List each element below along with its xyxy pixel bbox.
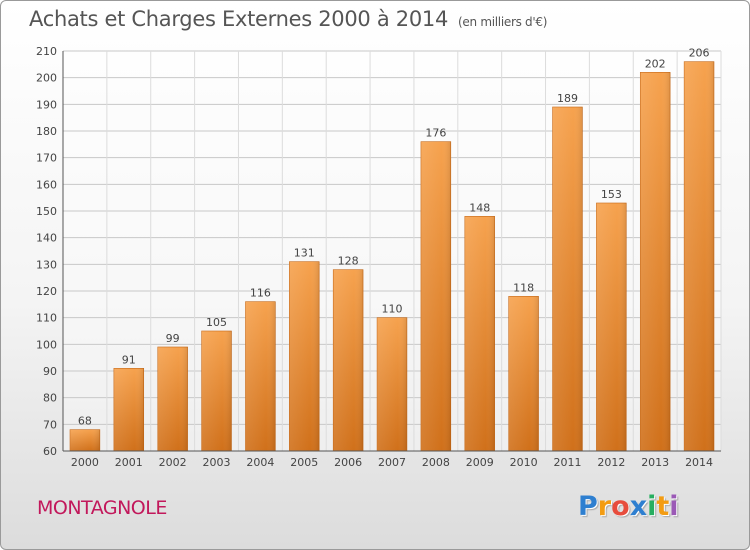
bar-value-label: 68: [78, 415, 92, 428]
logo-letter: P: [578, 491, 598, 522]
bar-shade: [640, 72, 671, 451]
logo-letter: t: [656, 491, 670, 522]
bar-value-label: 153: [601, 188, 622, 201]
bar-value-label: 110: [382, 303, 403, 316]
x-tick-label: 2005: [290, 456, 318, 469]
bar-value-label: 128: [338, 255, 359, 268]
logo-letter: o: [611, 491, 630, 522]
x-tick-label: 2003: [203, 456, 231, 469]
place-name: MONTAGNOLE: [37, 497, 167, 519]
y-tick-label: 170: [36, 152, 57, 165]
bar-value-label: 118: [513, 281, 534, 294]
bar-value-label: 91: [122, 353, 136, 366]
bar-shade: [157, 347, 188, 451]
chart-title-block: Achats et Charges Externes 2000 à 2014 (e…: [29, 7, 547, 31]
x-tick-label: 2009: [466, 456, 494, 469]
bar-shade: [684, 61, 714, 452]
bar-value-label: 189: [557, 92, 578, 105]
bar-shade: [113, 368, 144, 451]
bar-shade: [245, 301, 276, 451]
y-tick-label: 200: [36, 72, 57, 85]
bar-value-label: 202: [645, 57, 666, 70]
proxiti-logo: Proxiti: [578, 491, 679, 522]
bar-shade: [508, 296, 539, 451]
bar-shade: [464, 216, 495, 451]
y-tick-label: 210: [36, 45, 57, 58]
logo-letter: x: [629, 491, 648, 522]
bar-shade: [552, 107, 583, 451]
y-tick-label: 150: [36, 205, 57, 218]
x-tick-label: 2014: [685, 456, 713, 469]
logo-letter: i: [669, 491, 679, 522]
x-tick-label: 2008: [422, 456, 450, 469]
logo-letter: i: [647, 491, 657, 522]
chart-title: Achats et Charges Externes 2000 à 2014: [29, 7, 449, 31]
y-tick-label: 100: [36, 338, 57, 351]
y-tick-label: 160: [36, 178, 57, 191]
bar-shade: [596, 203, 627, 451]
y-tick-label: 180: [36, 125, 57, 138]
x-tick-label: 2006: [334, 456, 362, 469]
y-tick-label: 190: [36, 98, 57, 111]
bar-value-label: 148: [469, 201, 490, 214]
x-tick-label: 2012: [597, 456, 625, 469]
y-tick-label: 110: [36, 312, 57, 325]
bar-value-label: 116: [250, 287, 271, 300]
bar-value-label: 99: [166, 332, 180, 345]
x-tick-label: 2011: [553, 456, 581, 469]
chart-subtitle: (en milliers d'€): [458, 15, 548, 29]
x-tick-label: 2007: [378, 456, 406, 469]
y-tick-label: 60: [43, 445, 57, 458]
bar-shade: [201, 331, 232, 451]
y-tick-label: 130: [36, 258, 57, 271]
bar-shade: [377, 317, 407, 451]
x-tick-label: 2000: [71, 456, 99, 469]
y-tick-label: 70: [43, 418, 57, 431]
bar-value-label: 206: [689, 47, 710, 60]
bar-shade: [420, 141, 451, 451]
y-tick-label: 140: [36, 232, 57, 245]
x-tick-label: 2002: [159, 456, 187, 469]
bar-shade: [333, 269, 364, 451]
bar-shade: [289, 261, 320, 451]
y-tick-label: 120: [36, 285, 57, 298]
x-tick-label: 2013: [641, 456, 669, 469]
bar-value-label: 176: [425, 127, 446, 140]
bar-shade: [70, 429, 100, 451]
x-tick-label: 2004: [246, 456, 274, 469]
x-tick-label: 2001: [115, 456, 143, 469]
bar-value-label: 105: [206, 316, 227, 329]
logo-letter: r: [597, 491, 612, 522]
x-tick-label: 2010: [510, 456, 538, 469]
y-tick-label: 80: [43, 392, 57, 405]
bar-value-label: 131: [294, 247, 315, 260]
y-tick-label: 90: [43, 365, 57, 378]
